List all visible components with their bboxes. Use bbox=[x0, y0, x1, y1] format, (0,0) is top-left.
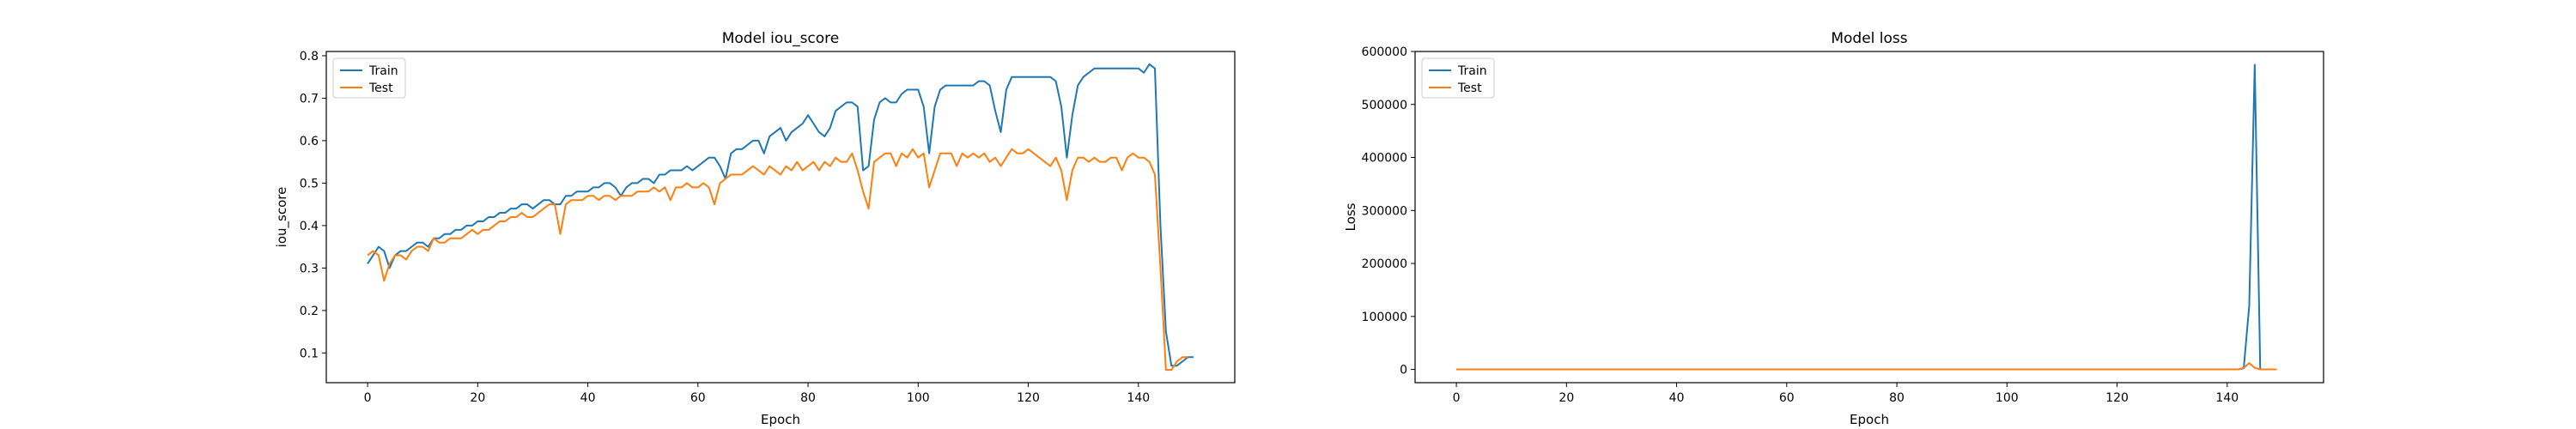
legend-label-train: Train bbox=[368, 64, 398, 78]
series-line-train bbox=[367, 63, 1194, 367]
y-axis-label: iou_score bbox=[274, 187, 290, 248]
plot-area bbox=[1414, 51, 2324, 384]
y-tick-label: 0.5 bbox=[300, 177, 319, 190]
x-tick-label: 140 bbox=[1127, 391, 1150, 405]
chart-iou-score: Model iou_score Epoch iou_score 0 20 40 60 80 10… bbox=[274, 30, 1236, 427]
x-tick-label: 100 bbox=[1996, 391, 2019, 405]
x-tick-label: 20 bbox=[1558, 391, 1574, 405]
x-tick-label: 60 bbox=[690, 391, 706, 405]
x-tick-label: 40 bbox=[1669, 391, 1685, 405]
legend: Train Test bbox=[1421, 57, 1495, 99]
x-axis-label: Epoch bbox=[761, 412, 800, 427]
x-tick-label: 100 bbox=[907, 391, 930, 405]
y-tick-label: 0.1 bbox=[300, 347, 319, 360]
x-tick-label: 80 bbox=[800, 391, 816, 405]
legend-label-test: Test bbox=[1457, 82, 1482, 95]
x-tick-label: 20 bbox=[470, 391, 485, 405]
x-axis-label: Epoch bbox=[1850, 412, 1889, 427]
legend-label-test: Test bbox=[368, 82, 393, 95]
y-tick-label: 0.7 bbox=[300, 92, 319, 106]
series-line-test bbox=[367, 148, 1188, 372]
x-tick-label: 60 bbox=[1779, 391, 1795, 405]
chart-title: Model loss bbox=[1831, 30, 1907, 47]
y-tick-label: 500000 bbox=[1362, 99, 1407, 112]
y-tick-label: 0.4 bbox=[300, 220, 319, 233]
y-axis-label: Loss bbox=[1343, 202, 1358, 231]
y-tick-label: 0.8 bbox=[300, 50, 319, 63]
y-tick-label: 600000 bbox=[1362, 45, 1407, 59]
series-line-test bbox=[1456, 362, 2277, 371]
y-tick-label: 100000 bbox=[1362, 311, 1407, 324]
y-tick-label: 200000 bbox=[1362, 257, 1407, 271]
y-tick-label: 0.3 bbox=[300, 262, 319, 275]
legend: Train Test bbox=[332, 57, 406, 99]
legend-label-train: Train bbox=[1457, 64, 1487, 78]
x-tick-label: 80 bbox=[1889, 391, 1905, 405]
plot-area bbox=[325, 51, 1236, 384]
y-tick-label: 0.2 bbox=[300, 305, 319, 318]
x-tick-label: 120 bbox=[1017, 391, 1040, 405]
x-tick-label: 120 bbox=[2105, 391, 2129, 405]
chart-title: Model iou_score bbox=[722, 30, 840, 47]
x-tick-label: 40 bbox=[580, 391, 596, 405]
chart-loss: Model loss Epoch Loss 0 20 40 60 80 100 120 140 0 10… bbox=[1343, 30, 2324, 427]
y-tick-label: 400000 bbox=[1362, 152, 1407, 166]
x-tick-label: 0 bbox=[364, 391, 372, 405]
x-tick-label: 140 bbox=[2215, 391, 2239, 405]
y-tick-label: 0.6 bbox=[300, 135, 319, 148]
x-tick-label: 0 bbox=[1453, 391, 1461, 405]
y-tick-label: 300000 bbox=[1362, 204, 1407, 218]
y-tick-label: 0 bbox=[1400, 364, 1407, 378]
